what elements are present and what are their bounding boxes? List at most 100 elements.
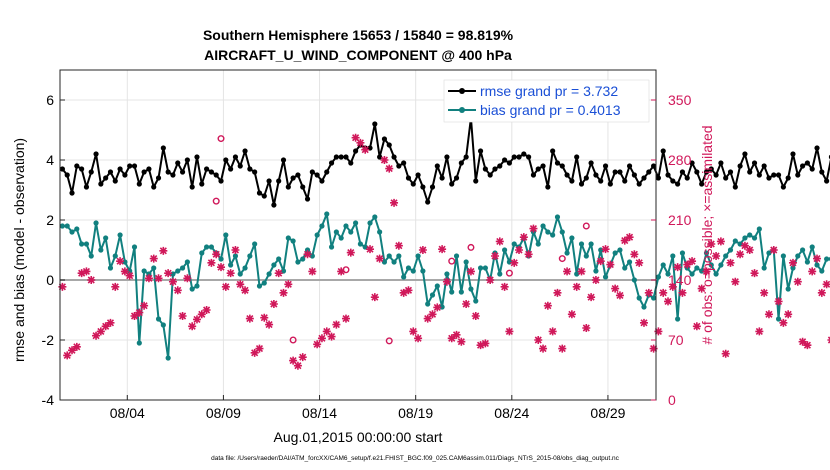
obs-assimilated-mark (111, 282, 120, 291)
bias-point (814, 262, 820, 268)
obs-assimilated-mark (635, 258, 644, 267)
obs-assimilated-mark (72, 342, 81, 351)
bias-point (675, 316, 681, 322)
rmse-point (218, 178, 224, 184)
rmse-point (751, 160, 758, 166)
rmse-point (675, 181, 681, 187)
bias-point (694, 265, 700, 271)
rmse-point (732, 184, 738, 190)
obs-assimilated-mark (192, 315, 201, 324)
bias-point (136, 340, 142, 346)
legend-rmse-marker (459, 88, 465, 94)
bias-point (559, 229, 565, 235)
obs-assimilated-mark (505, 327, 514, 336)
bias-point (655, 274, 662, 280)
obs-assimilated-mark (101, 322, 110, 331)
bias-point (747, 232, 753, 238)
obs-assimilated-mark (664, 297, 673, 306)
bias-point (396, 253, 402, 259)
bias-point (69, 229, 75, 235)
bias-point (266, 271, 272, 277)
bias-point (670, 253, 676, 259)
obs-assimilated-mark (351, 133, 360, 142)
bias-point (98, 247, 104, 253)
bias-point (189, 286, 195, 292)
obs-assimilated-mark (558, 344, 567, 353)
rmse-point (487, 172, 493, 178)
rmse-point (247, 166, 253, 172)
obs-assimilated-mark (495, 237, 504, 246)
rmse-point (213, 172, 219, 178)
obs-assimilated-mark (563, 267, 572, 276)
rmse-point (237, 163, 243, 169)
obs-assimilated-mark (140, 301, 149, 310)
obs-assimilated-mark (168, 277, 177, 286)
bias-point (372, 214, 378, 220)
rmse-point (155, 175, 162, 181)
rmse-point (545, 184, 551, 190)
bias-point (88, 253, 94, 259)
obs-assimilated-mark (77, 269, 86, 278)
bias-point (804, 259, 811, 265)
rmse-point (425, 199, 431, 205)
obs-assimilated-mark (481, 339, 490, 348)
bias-point (391, 259, 397, 265)
bias-point (761, 265, 767, 271)
rmse-point (800, 163, 806, 169)
rmse-point (660, 148, 666, 154)
rmse-point (160, 145, 166, 151)
x-tick-label: 08/29 (590, 405, 625, 421)
x-tick-label: 08/24 (494, 405, 529, 421)
obs-assimilated-mark (769, 246, 778, 254)
bias-point (434, 283, 440, 289)
obs-assimilated-mark (332, 320, 341, 329)
obs-assimilated-mark (274, 269, 283, 278)
bias-point (665, 271, 671, 277)
obs-assimilated-mark (130, 312, 139, 320)
obs-assimilated-mark (577, 267, 586, 276)
obs-assimilated-mark (269, 300, 278, 308)
obs-assimilated-mark (452, 330, 461, 339)
obs-assimilated-mark (226, 269, 235, 278)
rmse-point (626, 163, 633, 169)
bias-point (155, 316, 162, 322)
rmse-point (285, 184, 291, 190)
obs-possible-mark (558, 255, 566, 263)
obs-assimilated-mark (279, 288, 288, 297)
obs-assimilated-mark (313, 340, 322, 349)
obs-assimilated-mark (788, 258, 797, 267)
rmse-point (276, 178, 282, 184)
rmse-point (256, 190, 263, 196)
obs-possible-mark (505, 269, 513, 277)
bias-point (617, 247, 623, 253)
bias-point (468, 286, 474, 292)
obs-assimilated-mark (385, 164, 394, 173)
x-axis-label: Aug.01,2015 00:00:00 start (274, 429, 443, 445)
rmse-point (598, 178, 604, 184)
rmse-point (809, 166, 815, 172)
obs-assimilated-mark (490, 252, 499, 260)
obs-assimilated-mark (293, 361, 302, 370)
obs-assimilated-mark (673, 263, 682, 272)
bias-point (439, 304, 445, 310)
bias-point (453, 253, 460, 259)
chart-title-line2: AIRCRAFT_U_WIND_COMPONENT @ 400 hPa (204, 47, 512, 63)
rmse-point (74, 163, 80, 169)
rmse-point (506, 160, 512, 166)
rmse-point (314, 172, 320, 178)
obs-assimilated-mark (524, 250, 533, 259)
obs-assimilated-mark (702, 267, 711, 276)
bias-point (381, 259, 388, 265)
rmse-point (631, 172, 637, 178)
obs-assimilated-mark (683, 260, 692, 269)
bias-point (641, 304, 647, 310)
rmse-point (473, 178, 479, 184)
obs-assimilated-mark (289, 356, 298, 365)
obs-assimilated-mark (92, 331, 101, 340)
bias-point (535, 241, 541, 247)
rmse-point (348, 160, 354, 166)
bias-point (602, 274, 609, 280)
rmse-point (184, 157, 190, 163)
bias-point (449, 289, 455, 295)
